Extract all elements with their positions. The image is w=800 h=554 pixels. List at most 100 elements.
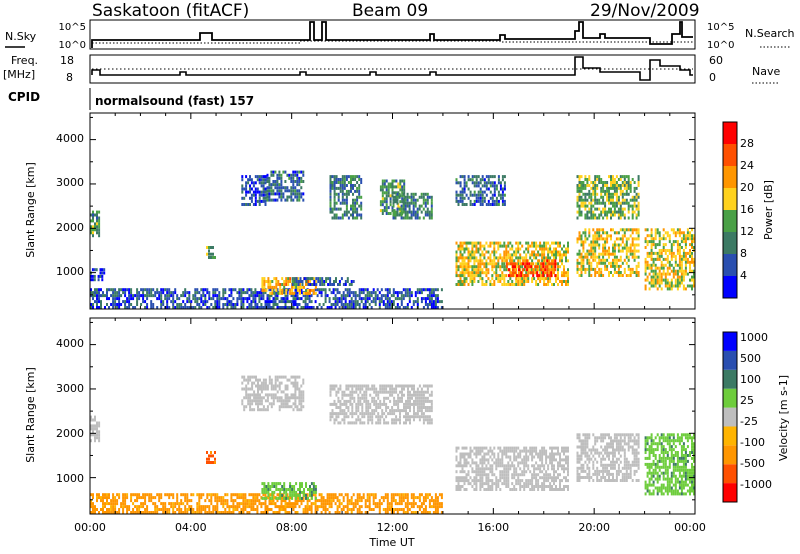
power-cell-r2	[206, 306, 209, 309]
power-cell-r14	[600, 261, 603, 265]
velocity-cell-r1	[192, 493, 195, 497]
power-cell-r0	[96, 231, 98, 235]
power-cell-r2	[428, 303, 431, 306]
velocity-cell-r1	[406, 496, 409, 500]
power-cell-r16	[680, 281, 683, 285]
power-cell-r11	[555, 256, 557, 260]
power-cell-r11	[477, 268, 480, 272]
power-cell-r10	[307, 283, 310, 286]
power-cell-r7	[414, 216, 417, 220]
power-cell-r3	[241, 184, 244, 188]
power-cell-r2	[174, 306, 177, 309]
power-cell-r0	[90, 225, 92, 229]
power-colorbar-segment	[723, 210, 737, 232]
nsky-tick-top: 10^5	[59, 22, 86, 33]
velocity-cell-r1	[434, 511, 437, 514]
velocity-cell-r3	[381, 390, 384, 394]
velocity-cell-r1	[372, 499, 375, 503]
power-cell-r5	[345, 195, 348, 199]
power-cell-r2	[144, 288, 147, 292]
power-cell-r15	[608, 175, 610, 179]
velocity-cell-r2	[292, 408, 295, 412]
power-cell-r7	[422, 195, 425, 199]
velocity-cell-r1	[284, 508, 287, 511]
velocity-cell-r1	[190, 499, 193, 503]
power-cell-r16	[691, 228, 693, 232]
power-cell-r2	[348, 291, 351, 295]
power-cell-r11	[521, 280, 524, 283]
velocity-cell-r1	[218, 499, 221, 503]
power-cell-r16	[658, 275, 661, 279]
power-cell-r15	[576, 210, 579, 214]
velocity-cell-r1	[312, 493, 315, 497]
velocity-cell-r1	[214, 508, 217, 511]
power-cell-r3	[254, 196, 257, 200]
velocity-cell-r2	[259, 378, 261, 382]
power-cell-r16	[666, 266, 669, 270]
power-cell-r14	[617, 249, 620, 253]
velocity-cell-r2	[253, 381, 256, 385]
power-cell-r13	[473, 190, 476, 194]
power-cell-r15	[612, 210, 614, 214]
power-cell-r11	[501, 274, 504, 278]
velocity-cell-r1	[404, 493, 407, 497]
power-cell-r2	[324, 294, 327, 298]
power-cell-r16	[680, 240, 683, 244]
power-cell-r14	[617, 271, 620, 274]
velocity-cell-r1	[212, 511, 215, 514]
power-cell-r2	[392, 300, 395, 304]
velocity-cell-r1	[278, 511, 281, 514]
power-cell-r6	[387, 194, 390, 198]
power-cell-r16	[652, 251, 655, 255]
power-cell-r2	[270, 306, 273, 309]
power-cell-r13	[455, 199, 458, 203]
power-cell-r12	[526, 262, 529, 266]
power-cell-r11	[523, 283, 526, 286]
power-cell-r2	[236, 300, 239, 304]
power-cell-r13	[473, 181, 476, 185]
velocity-cell-r1	[414, 511, 417, 514]
power-cell-r10	[333, 283, 335, 286]
velocity-cell-r1	[102, 493, 104, 497]
power-cell-r2	[278, 306, 281, 309]
freq-tick-top: 18	[60, 54, 74, 67]
power-cell-r2	[376, 294, 379, 298]
power-cell-r2	[424, 300, 427, 304]
power-cell-r1	[91, 278, 94, 282]
power-cell-r16	[684, 272, 687, 276]
power-cell-r6	[383, 209, 386, 213]
velocity-cell-r2	[288, 399, 291, 403]
power-cell-r5	[331, 181, 334, 184]
power-cell-r2	[100, 288, 102, 292]
power-cell-r14	[590, 264, 593, 268]
velocity-cell-r0	[94, 436, 96, 440]
velocity-cell-r2	[274, 393, 277, 397]
velocity-cell-r1	[108, 493, 110, 497]
power-cell-r15	[619, 213, 622, 217]
velocity-cell-r1	[118, 493, 121, 497]
power-cell-r11	[457, 283, 460, 286]
power-cell-r7	[398, 207, 401, 211]
power-cell-r11	[547, 247, 550, 251]
velocity-cell-r1	[384, 508, 387, 511]
power-cell-r13	[461, 196, 464, 200]
power-cell-r2	[122, 291, 125, 295]
power-cell-r2	[290, 294, 293, 298]
power-cell-r15	[582, 181, 585, 184]
velocity-cell-r1	[268, 508, 271, 511]
power-cell-r13	[481, 184, 484, 188]
power-cell-r13	[481, 199, 484, 203]
velocity-cell-r3	[373, 390, 376, 394]
velocity-cell-r2	[294, 399, 297, 403]
power-cell-r5	[356, 207, 359, 211]
velocity-cell-r1	[428, 502, 431, 506]
power-cell-r16	[652, 275, 655, 279]
velocity-cell-r1	[280, 508, 283, 511]
velocity-cell-r1	[184, 508, 187, 511]
power-cell-r7	[404, 210, 407, 214]
power-cell-r3	[245, 175, 248, 179]
power-cell-r2	[302, 294, 305, 298]
nsearch-trace	[92, 40, 693, 44]
power-cell-r5	[345, 198, 348, 202]
power-cell-r2	[172, 294, 175, 298]
